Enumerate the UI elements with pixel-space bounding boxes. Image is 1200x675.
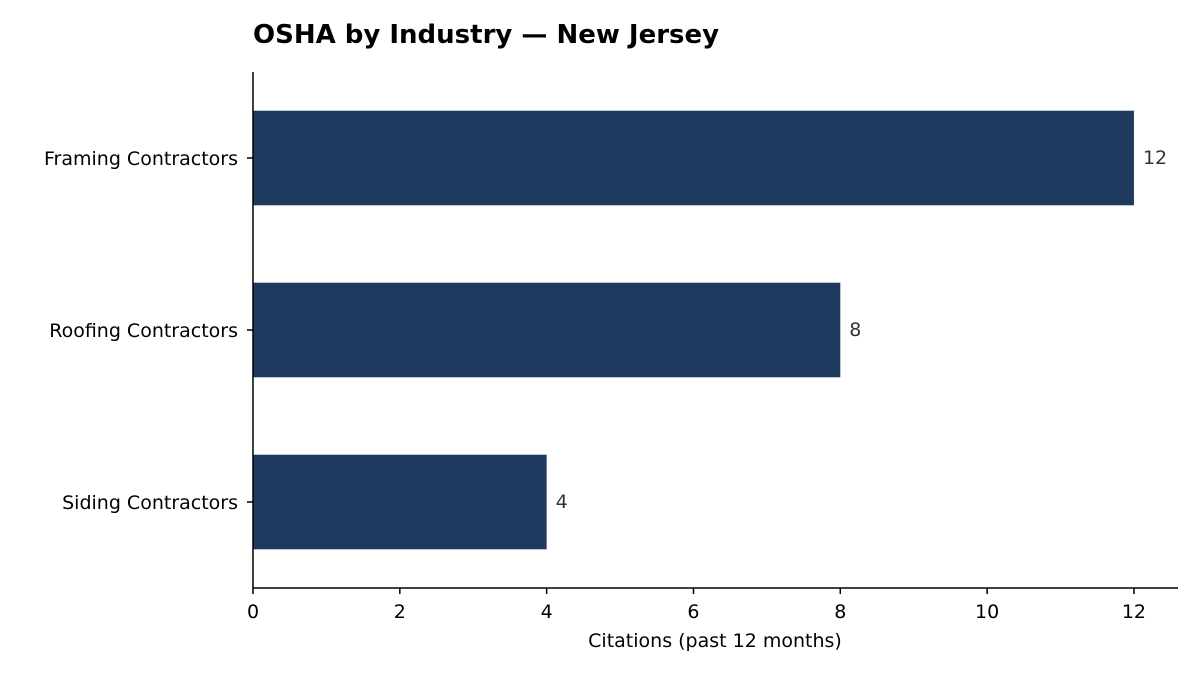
- bar-value-label: 4: [556, 491, 568, 513]
- category-label: Framing Contractors: [44, 148, 238, 170]
- bar-value-label: 12: [1143, 147, 1167, 169]
- x-tick-label: 2: [394, 601, 406, 623]
- bar: [253, 454, 547, 550]
- x-tick-label: 12: [1122, 601, 1146, 623]
- x-tick-label: 6: [687, 601, 699, 623]
- bar-value-label: 8: [849, 319, 861, 341]
- x-ticks: 0 2 4 6 8 10 12: [247, 588, 1146, 623]
- category-label: Roofing Contractors: [49, 320, 238, 342]
- x-tick-label: 8: [834, 601, 846, 623]
- bar: [253, 110, 1134, 206]
- x-tick-label: 0: [247, 601, 259, 623]
- chart-title: OSHA by Industry — New Jersey: [253, 20, 719, 50]
- x-tick-label: 4: [541, 601, 553, 623]
- x-tick-label: 10: [975, 601, 999, 623]
- bars: 12 8 4: [253, 110, 1167, 550]
- y-category-labels: Framing Contractors Roofing Contractors Si…: [44, 148, 253, 514]
- bar: [253, 282, 841, 378]
- category-label: Siding Contractors: [62, 492, 238, 514]
- x-axis-label: Citations (past 12 months): [588, 630, 842, 652]
